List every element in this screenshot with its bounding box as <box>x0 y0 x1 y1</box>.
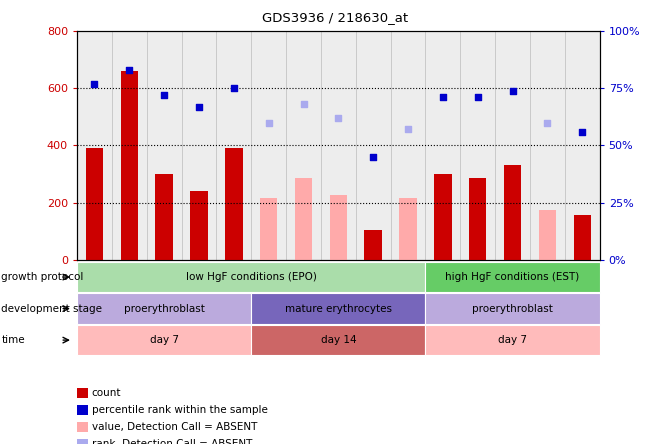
Text: proerythroblast: proerythroblast <box>124 304 204 313</box>
Text: day 7: day 7 <box>149 335 179 345</box>
Bar <box>155 174 173 260</box>
Point <box>124 67 135 74</box>
Bar <box>574 215 591 260</box>
Bar <box>260 198 277 260</box>
Bar <box>399 198 417 260</box>
Text: growth protocol: growth protocol <box>1 272 84 282</box>
Point <box>263 119 274 126</box>
Point <box>89 80 100 87</box>
Point <box>403 126 413 133</box>
Bar <box>86 148 103 260</box>
Bar <box>539 210 556 260</box>
Point <box>368 153 379 160</box>
Text: mature erythrocytes: mature erythrocytes <box>285 304 392 313</box>
Point <box>298 101 309 108</box>
Bar <box>112 31 147 260</box>
Text: day 7: day 7 <box>498 335 527 345</box>
Bar <box>330 195 347 260</box>
Bar <box>77 31 112 260</box>
Text: high HgF conditions (EST): high HgF conditions (EST) <box>446 272 580 282</box>
Text: day 14: day 14 <box>320 335 356 345</box>
Bar <box>356 31 391 260</box>
Bar <box>495 31 530 260</box>
Text: value, Detection Call = ABSENT: value, Detection Call = ABSENT <box>92 422 257 432</box>
Point <box>507 87 518 94</box>
Bar <box>225 148 243 260</box>
Bar <box>251 31 286 260</box>
Point <box>438 94 448 101</box>
Bar <box>434 174 452 260</box>
Bar <box>286 31 321 260</box>
Bar <box>565 31 600 260</box>
Text: development stage: development stage <box>1 304 103 313</box>
Text: rank, Detection Call = ABSENT: rank, Detection Call = ABSENT <box>92 439 252 444</box>
Bar <box>216 31 251 260</box>
Bar <box>190 191 208 260</box>
Text: proerythroblast: proerythroblast <box>472 304 553 313</box>
Bar <box>364 230 382 260</box>
Bar <box>182 31 216 260</box>
Point <box>472 94 483 101</box>
Bar <box>530 31 565 260</box>
Point <box>194 103 204 110</box>
Point <box>159 91 170 99</box>
Bar <box>469 178 486 260</box>
Bar <box>147 31 182 260</box>
Bar <box>121 71 138 260</box>
Text: GDS3936 / 218630_at: GDS3936 / 218630_at <box>262 11 408 24</box>
Bar <box>425 31 460 260</box>
Bar <box>295 178 312 260</box>
Text: low HgF conditions (EPO): low HgF conditions (EPO) <box>186 272 317 282</box>
Bar <box>460 31 495 260</box>
Point <box>542 119 553 126</box>
Bar <box>321 31 356 260</box>
Text: percentile rank within the sample: percentile rank within the sample <box>92 405 268 415</box>
Point <box>228 85 239 92</box>
Text: time: time <box>1 335 25 345</box>
Bar <box>391 31 425 260</box>
Bar <box>504 166 521 260</box>
Point <box>577 128 588 135</box>
Text: count: count <box>92 388 121 398</box>
Point <box>333 115 344 122</box>
